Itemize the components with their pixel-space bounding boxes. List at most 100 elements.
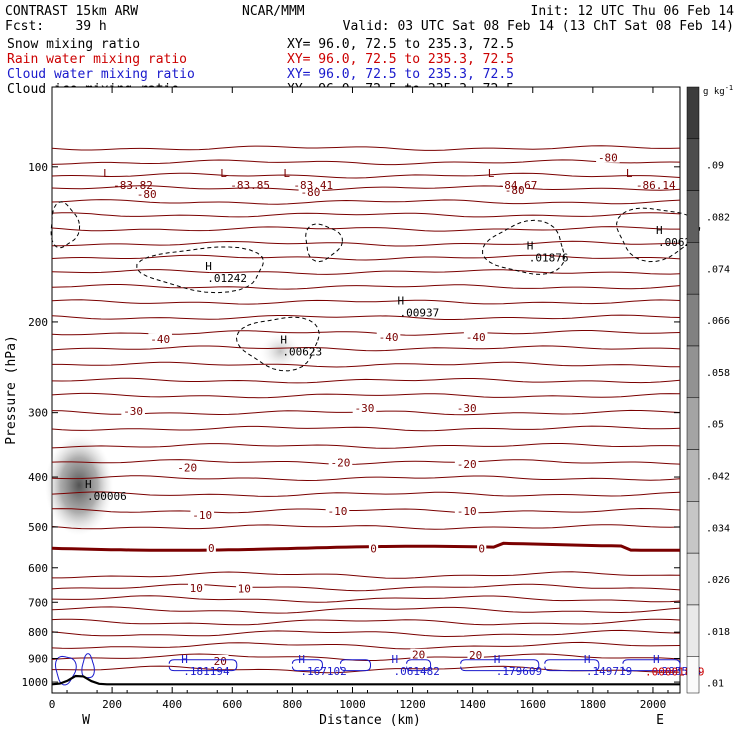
isotherm-line xyxy=(51,629,681,638)
colorbar-swatch xyxy=(686,501,700,554)
colorbar-unit: g kg-1 xyxy=(703,84,733,97)
cloud-ice-high-letter: H xyxy=(280,333,287,346)
colorbar-swatch xyxy=(686,242,700,295)
colorbar-swatch xyxy=(686,138,700,191)
cloud-water-contour xyxy=(622,659,681,672)
cloud-ice-high-value: .01242 xyxy=(207,272,247,285)
forecast-hour: Fcst: 39 h xyxy=(5,19,107,34)
x-tick-label: 400 xyxy=(162,698,182,711)
isotherm-line xyxy=(51,491,681,497)
axes: 0 200 400 600 800 1000 1200 1400 1600 1800 2000100… xyxy=(22,87,680,711)
isotherm-line xyxy=(51,212,681,218)
colorbar-tick-label: .042 xyxy=(706,471,730,482)
cloud-ice-contours xyxy=(50,201,701,372)
isotherm-line xyxy=(51,606,681,614)
isotherm-line xyxy=(51,524,681,530)
snow-high-value: .00006 xyxy=(87,490,127,503)
isotherm-label: -20 xyxy=(457,458,477,471)
colorbar-tick-label: .058 xyxy=(706,368,730,379)
x-tick-label: 0 xyxy=(49,698,56,711)
isotherm-line xyxy=(51,345,681,352)
colorbar-tick-label: .074 xyxy=(706,264,730,275)
cloud-ice-high-value: .00937 xyxy=(400,306,440,319)
isotherm-line xyxy=(51,641,681,650)
x-tick-label: 600 xyxy=(222,698,242,711)
isotherm-label: -80 xyxy=(505,184,525,197)
snow-high-letter: H xyxy=(85,478,92,491)
isotherm-line xyxy=(52,361,681,368)
cloud-water-high-letter: H xyxy=(494,653,501,666)
isotherm-label: -80 xyxy=(598,152,618,165)
colorbar: .09 .082 .074 .066 .058 .05 .042 .034 .026 .018 .0… xyxy=(686,86,730,694)
temperature-low-value: -86.14 xyxy=(636,179,676,192)
west-label: W xyxy=(82,713,90,728)
cloud-water-contour xyxy=(339,659,372,672)
colorbar-tick-label: .026 xyxy=(706,575,730,586)
isotherm-label: 20 xyxy=(412,649,425,662)
org-label: NCAR/MMM xyxy=(242,4,305,19)
isotherm-label: -20 xyxy=(331,457,351,470)
cloud-water-contour xyxy=(460,659,540,672)
legend-xy: XY= 96.0, 72.5 to 235.3, 72.5 xyxy=(287,52,514,67)
cloud-water-high-letter: H xyxy=(653,653,660,666)
isotherm-line xyxy=(51,443,681,449)
isotherm-label: 20 xyxy=(214,655,227,668)
cloud-ice-contour xyxy=(50,201,81,249)
cloud-water-high-value: .179609 xyxy=(496,665,542,678)
colorbar-swatch xyxy=(686,86,700,140)
cloud-water-contour xyxy=(81,653,95,679)
x-tick-label: 1800 xyxy=(580,698,607,711)
isotherm-line xyxy=(51,284,681,290)
isotherm-label: -30 xyxy=(457,402,477,415)
isotherm-line xyxy=(51,392,681,399)
y-tick-label: 100 xyxy=(28,161,48,174)
cloud-ice-high-value: .00623 xyxy=(282,345,322,358)
x-tick-label: 1200 xyxy=(399,698,426,711)
cloud-water-high-value: .149719 xyxy=(586,665,632,678)
temperature-low-letter: L xyxy=(488,167,495,180)
colorbar-swatch xyxy=(686,449,700,502)
init-time: Init: 12 UTC Thu 06 Feb 14 xyxy=(531,4,735,19)
legend-label: Rain water mixing ratio xyxy=(7,52,187,67)
colorbar-swatch xyxy=(686,397,700,450)
isotherm-label: -30 xyxy=(355,402,375,415)
cloud-water-contour xyxy=(168,659,238,672)
isotherm-line xyxy=(51,145,681,151)
isotherm-line xyxy=(51,425,681,432)
colorbar-tick-label: .018 xyxy=(706,627,730,638)
temperature-low-letter: L xyxy=(103,167,110,180)
cloud-ice-contour xyxy=(136,246,265,294)
cloud-water-high-value: .061482 xyxy=(394,665,440,678)
isotherm-label: -10 xyxy=(192,509,212,522)
temperature-low-value: -83.85 xyxy=(230,179,270,192)
isotherm-line xyxy=(51,199,681,205)
colorbar-swatch xyxy=(686,656,700,694)
temperature-low-value: -83.82 xyxy=(113,179,153,192)
cloud-ice-high-letter: H xyxy=(656,224,663,237)
cloud-water-contour xyxy=(544,659,600,672)
y-tick-label: 500 xyxy=(28,521,48,534)
legend-xy: XY= 96.0, 72.5 to 235.3, 72.5 xyxy=(287,67,514,82)
model-title: CONTRAST 15km ARW xyxy=(5,4,138,19)
colorbar-swatch xyxy=(686,345,700,399)
cloud-ice-contour xyxy=(235,316,320,372)
isotherm-line xyxy=(51,583,681,592)
terrain-line xyxy=(51,674,680,686)
snow-shade-blob xyxy=(45,435,114,536)
x-tick-label: 1000 xyxy=(339,698,366,711)
isotherm-line xyxy=(51,226,680,232)
isotherm-label: -20 xyxy=(177,461,197,474)
x-tick-label: 200 xyxy=(102,698,122,711)
cloud-water-high-letter: H xyxy=(298,653,305,666)
colorbar-swatch xyxy=(686,552,700,606)
y-axis-label: Pressure (hPa) xyxy=(4,335,19,445)
cloud-ice-high-value: .01876 xyxy=(529,252,569,265)
isotherm-line xyxy=(51,172,681,179)
temperature-low-letter: L xyxy=(283,167,290,180)
isotherm-line xyxy=(51,475,681,482)
temperature-low-value: -84.67 xyxy=(498,179,538,192)
colorbar-swatch xyxy=(686,190,700,243)
isotherm-label: -80 xyxy=(137,188,157,201)
isotherm-line xyxy=(51,377,681,384)
